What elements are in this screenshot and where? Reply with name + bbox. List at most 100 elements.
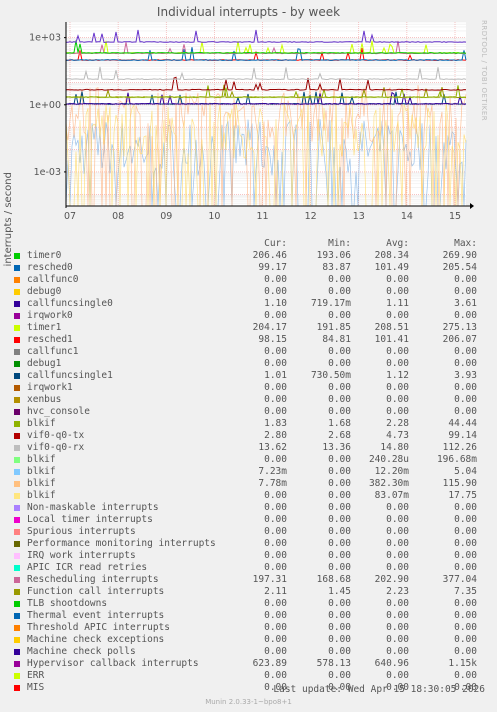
legend-row: Local timer interrupts 0.00 0.00 0.00 0.00 — [0, 514, 497, 526]
legend-name: APIC ICR read retries — [27, 562, 148, 573]
legend-min: 0.00 — [328, 514, 351, 525]
legend-name: blkif — [27, 418, 56, 429]
legend-max: 5.04 — [454, 466, 477, 477]
x-tick-label: 09 — [160, 211, 172, 222]
legend-cur: 1.01 — [264, 370, 287, 381]
legend-swatch — [14, 589, 20, 595]
x-tick-label: 14 — [401, 211, 413, 222]
legend-row: blkif 7.23m 0.00 12.20m 5.04 — [0, 466, 497, 478]
legend-swatch — [14, 265, 20, 271]
legend-max: 0.00 — [454, 526, 477, 537]
legend-cur: 0.00 — [264, 310, 287, 321]
legend-row: irqwork0 0.00 0.00 0.00 0.00 — [0, 310, 497, 322]
legend-min: 193.06 — [316, 250, 351, 261]
legend-avg: 2.28 — [386, 418, 409, 429]
series-line — [65, 66, 467, 81]
legend-min: 0.00 — [328, 670, 351, 681]
legend-max: 0.00 — [454, 382, 477, 393]
x-tick-label: 10 — [208, 211, 220, 222]
legend-cur: 7.23m — [258, 466, 287, 477]
legend-cur: 0.00 — [264, 358, 287, 369]
legend-row: vif0-q0-rx 13.62 13.36 14.80 112.26 — [0, 442, 497, 454]
legend-min: 730.50m — [310, 370, 351, 381]
legend-cur: 0.00 — [264, 646, 287, 657]
legend-name: debug0 — [27, 286, 62, 297]
legend-name: Rescheduling interrupts — [27, 574, 159, 585]
legend-max: 205.54 — [442, 262, 477, 273]
legend-avg: 0.00 — [386, 358, 409, 369]
legend-swatch — [14, 565, 20, 571]
legend-avg: 202.90 — [374, 574, 409, 585]
legend-min: 0.00 — [328, 406, 351, 417]
legend-cur: 0.00 — [264, 622, 287, 633]
legend-min: 1.68 — [328, 418, 351, 429]
legend-avg: 0.00 — [386, 646, 409, 657]
legend-swatch — [14, 541, 20, 547]
legend-min: 0.00 — [328, 274, 351, 285]
legend-name: irqwork1 — [27, 382, 73, 393]
legend-min: 0.00 — [328, 622, 351, 633]
legend-avg: 101.49 — [374, 262, 409, 273]
legend-name: blkif — [27, 454, 56, 465]
legend-min: 0.00 — [328, 454, 351, 465]
legend-row: timer0 206.46 193.06 208.34 269.90 — [0, 250, 497, 262]
legend-cur: 0.00 — [264, 274, 287, 285]
legend-avg: 0.00 — [386, 514, 409, 525]
legend-max: 0.00 — [454, 502, 477, 513]
legend-header: Cur: Min: Avg: Max: — [0, 238, 497, 250]
legend-swatch — [14, 373, 20, 379]
legend-name: callfuncsingle1 — [27, 370, 113, 381]
legend-avg: 4.73 — [386, 430, 409, 441]
legend-swatch — [14, 649, 20, 655]
legend-avg: 0.00 — [386, 550, 409, 561]
series-group — [65, 29, 467, 207]
legend-max: 1.15k — [448, 658, 477, 669]
legend-swatch — [14, 457, 20, 463]
legend-avg: 0.00 — [386, 538, 409, 549]
legend-row: Thermal event interrupts 0.00 0.00 0.00 0.00 — [0, 610, 497, 622]
legend-row: Performance monitoring interrupts 0.00 0.0… — [0, 538, 497, 550]
legend-cur: 1.10 — [264, 298, 287, 309]
legend-avg: 1.12 — [386, 370, 409, 381]
legend-avg: 0.00 — [386, 286, 409, 297]
legend-swatch — [14, 409, 20, 415]
legend-avg: 0.00 — [386, 634, 409, 645]
legend-name: callfunc0 — [27, 274, 79, 285]
legend-avg: 101.41 — [374, 334, 409, 345]
legend-cur: 0.00 — [264, 634, 287, 645]
legend-swatch — [14, 481, 20, 487]
legend-name: blkif — [27, 466, 56, 477]
legend-max: 0.00 — [454, 394, 477, 405]
series-line — [65, 76, 467, 92]
legend-min: 168.68 — [316, 574, 351, 585]
legend-swatch — [14, 313, 20, 319]
legend-cur: 0.00 — [264, 346, 287, 357]
legend-swatch — [14, 421, 20, 427]
legend-cur: 0.00 — [264, 490, 287, 501]
legend-name: Performance monitoring interrupts — [27, 538, 216, 549]
legend-swatch — [14, 517, 20, 523]
legend-row: Threshold APIC interrupts 0.00 0.00 0.00 0.0… — [0, 622, 497, 634]
chart-title: Individual interrupts - by week — [156, 5, 341, 19]
legend-avg: 640.96 — [374, 658, 409, 669]
legend-cur: 98.15 — [258, 334, 287, 345]
legend-min: 0.00 — [328, 538, 351, 549]
legend-swatch — [14, 385, 20, 391]
legend-max: 0.00 — [454, 346, 477, 357]
legend-swatch — [14, 361, 20, 367]
legend-swatch — [14, 469, 20, 475]
rrdtool-brand: RRDTOOL / TOBI OETIKER — [480, 20, 488, 122]
legend-max: 275.13 — [442, 322, 477, 333]
last-update: Last update: Wed Apr 15 18:30:05 2026 — [273, 684, 485, 695]
legend-min: 0.00 — [328, 634, 351, 645]
x-tick-label: 12 — [305, 211, 317, 222]
legend-name: Thermal event interrupts — [27, 610, 165, 621]
legend-avg: 0.00 — [386, 406, 409, 417]
legend-row: callfuncsingle1 1.01 730.50m 1.12 3.93 — [0, 370, 497, 382]
legend-avg: 0.00 — [386, 346, 409, 357]
legend-name: xenbus — [27, 394, 62, 405]
legend-min: 13.36 — [322, 442, 351, 453]
legend-cur: 0.00 — [264, 286, 287, 297]
legend-cur: 0.00 — [264, 382, 287, 393]
legend-name: Machine check polls — [27, 646, 136, 657]
